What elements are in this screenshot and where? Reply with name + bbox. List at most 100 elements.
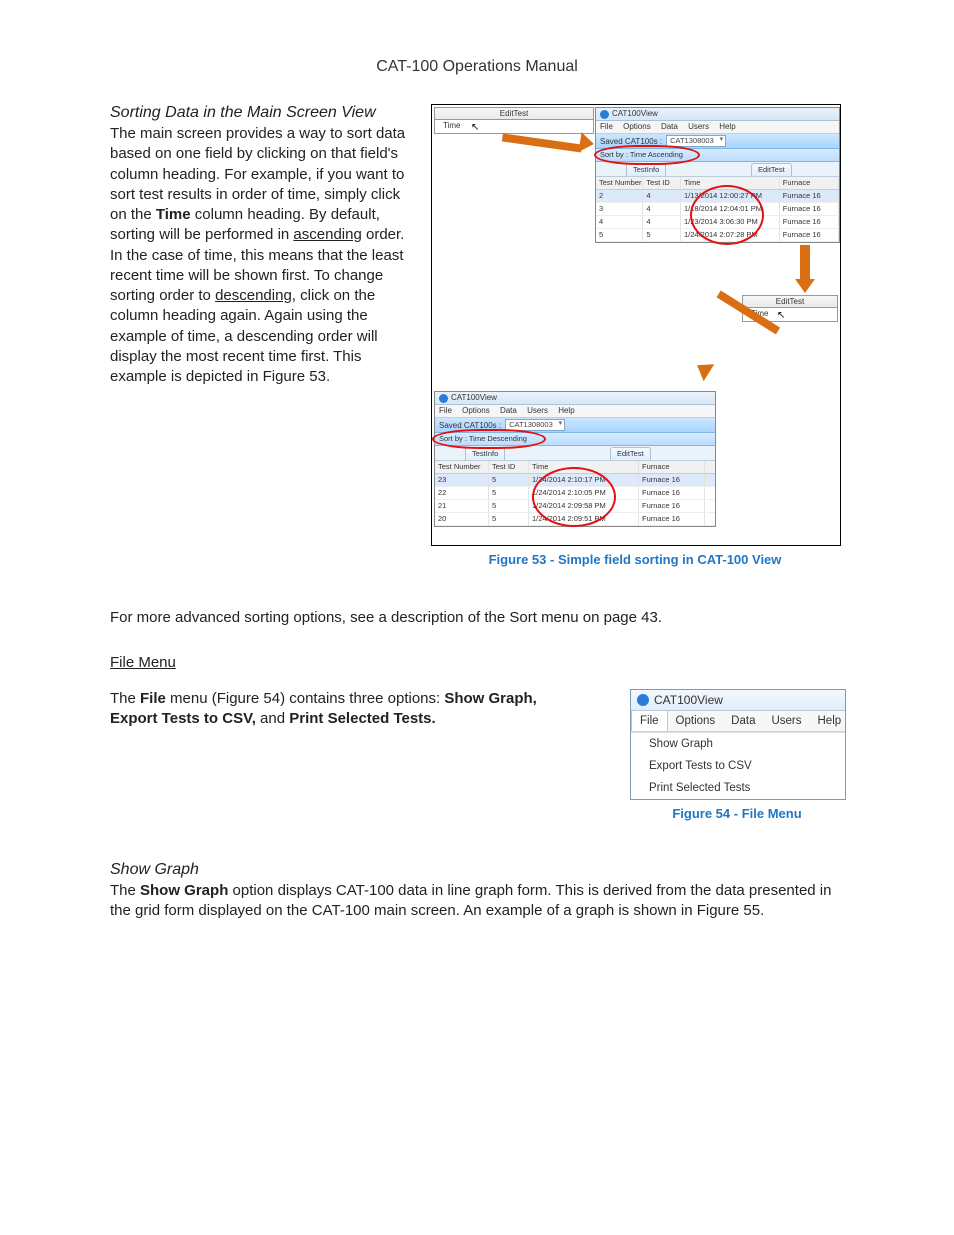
file-menu-heading: File Menu: [110, 654, 844, 671]
menu-users[interactable]: Users: [527, 406, 548, 415]
tab-testinfo[interactable]: TestInfo: [626, 163, 666, 176]
cell-time: 1/23/2014 3:06:30 PM: [681, 216, 780, 228]
mini-edittest-1: EditTest Time ↖: [434, 107, 594, 134]
menu-options[interactable]: Options: [623, 122, 651, 131]
tab-edittest[interactable]: EditTest: [751, 163, 792, 176]
figure-53-caption: Figure 53 - Simple field sorting in CAT-…: [431, 552, 839, 567]
catview-desc-grid-head: Test Number Test ID Time Furnace: [435, 461, 715, 474]
catview-window-asc: CAT100View File Options Data Users Help …: [595, 107, 840, 243]
sort-asc-text: Sort by : Time Ascending: [600, 150, 683, 159]
table-row[interactable]: 22 5 1/24/2014 2:10:05 PM Furnace 16: [435, 487, 715, 500]
cell-testid: 4: [643, 203, 681, 215]
catview-asc-saved-row: Saved CAT100s : CAT1308003: [596, 134, 839, 149]
fig54-titlebar: CAT100View: [631, 690, 845, 711]
menu-users[interactable]: Users: [688, 122, 709, 131]
mini-edittest-2: EditTest Time ↖: [742, 295, 838, 322]
sg-a: The: [110, 882, 140, 899]
fig54-menu-file[interactable]: File: [631, 710, 668, 731]
show-graph-paragraph: The Show Graph option displays CAT-100 d…: [110, 881, 844, 922]
cell-time: 1/24/2014 2:09:51 PM: [529, 513, 639, 525]
col-testid[interactable]: Test ID: [489, 461, 529, 473]
cell-time: 1/24/2014 2:09:58 PM: [529, 500, 639, 512]
cell-furnace: Furnace 16: [780, 203, 839, 215]
saved-label: Saved CAT100s :: [600, 137, 662, 146]
menu-data[interactable]: Data: [661, 122, 678, 131]
cell-furnace: Furnace 16: [639, 500, 705, 512]
fm-print-bold: Print Selected Tests.: [289, 710, 435, 727]
cell-furnace: Furnace 16: [780, 229, 839, 241]
cell-furnace: Furnace 16: [639, 487, 705, 499]
show-graph-heading: Show Graph: [110, 861, 844, 879]
mini-edittest-1-label: EditTest: [434, 107, 594, 120]
table-row[interactable]: 5 5 1/24/2014 2:07:28 PM Furnace 16: [596, 229, 839, 242]
fig54-menubar: File Options Data Users Help: [631, 711, 845, 732]
cell-furnace: Furnace 16: [780, 190, 839, 202]
cell-testnum: 3: [596, 203, 643, 215]
col-testid[interactable]: Test ID: [643, 177, 681, 189]
fig54-item-print-selected[interactable]: Print Selected Tests: [631, 777, 845, 799]
saved-dropdown[interactable]: CAT1308003: [666, 135, 726, 147]
cell-testid: 5: [489, 500, 529, 512]
cell-testid: 5: [489, 474, 529, 486]
col-furnace[interactable]: Furnace: [780, 177, 839, 189]
catview-desc-saved-row: Saved CAT100s : CAT1308003: [435, 418, 715, 433]
sg-show-bold: Show Graph: [140, 882, 228, 899]
fm-a: The: [110, 690, 140, 707]
table-row[interactable]: 3 4 1/18/2014 12:04:01 PM Furnace 16: [596, 203, 839, 216]
col-testnum[interactable]: Test Number: [596, 177, 643, 189]
app-icon: [600, 110, 609, 119]
col-testnum[interactable]: Test Number: [435, 461, 489, 473]
catview-desc-titlebar: CAT100View: [435, 392, 715, 405]
menu-options[interactable]: Options: [462, 406, 490, 415]
cell-testid: 5: [489, 487, 529, 499]
menu-help[interactable]: Help: [558, 406, 574, 415]
fm-c: and: [256, 710, 289, 727]
figure-54-caption: Figure 54 - File Menu: [630, 806, 844, 821]
table-row[interactable]: 2 4 1/13/2014 12:00:27 PM Furnace 16: [596, 190, 839, 203]
table-row[interactable]: 20 5 1/24/2014 2:09:51 PM Furnace 16: [435, 513, 715, 526]
catview-window-desc: CAT100View File Options Data Users Help …: [434, 391, 716, 527]
catview-desc-menubar: File Options Data Users Help: [435, 405, 715, 418]
cell-testnum: 22: [435, 487, 489, 499]
cell-testid: 4: [643, 190, 681, 202]
fig54-item-show-graph[interactable]: Show Graph: [631, 733, 845, 755]
mini-edittest-1-time: Time: [443, 120, 460, 130]
cell-testid: 4: [643, 216, 681, 228]
menu-data[interactable]: Data: [500, 406, 517, 415]
table-row[interactable]: 23 5 1/24/2014 2:10:17 PM Furnace 16: [435, 474, 715, 487]
cell-testnum: 21: [435, 500, 489, 512]
saved-label: Saved CAT100s :: [439, 421, 501, 430]
sorting-heading: Sorting Data in the Main Screen View: [110, 104, 413, 122]
fig54-menu-help[interactable]: Help: [810, 711, 850, 731]
col-time[interactable]: Time: [681, 177, 780, 189]
menu-help[interactable]: Help: [719, 122, 735, 131]
filemenu-paragraph: The File menu (Figure 54) contains three…: [110, 689, 540, 730]
catview-asc-tabbar: TestInfo EditTest: [596, 162, 839, 177]
fig54-item-export-csv[interactable]: Export Tests to CSV: [631, 755, 845, 777]
catview-desc-sort-row: Sort by : Time Descending: [435, 433, 715, 446]
cell-furnace: Furnace 16: [639, 513, 705, 525]
fig54-menu-options[interactable]: Options: [668, 711, 724, 731]
fig54-menu-users[interactable]: Users: [763, 711, 809, 731]
table-row[interactable]: 4 4 1/23/2014 3:06:30 PM Furnace 16: [596, 216, 839, 229]
tab-testinfo[interactable]: TestInfo: [465, 447, 505, 460]
annotation-arrow-1: [502, 135, 602, 165]
menu-file[interactable]: File: [439, 406, 452, 415]
fm-b: menu (Figure 54) contains three options:: [166, 690, 444, 707]
fig54-menu-data[interactable]: Data: [723, 711, 763, 731]
cell-testnum: 23: [435, 474, 489, 486]
cell-furnace: Furnace 16: [780, 216, 839, 228]
table-row[interactable]: 21 5 1/24/2014 2:09:58 PM Furnace 16: [435, 500, 715, 513]
col-furnace[interactable]: Furnace: [639, 461, 705, 473]
cell-time: 1/18/2014 12:04:01 PM: [681, 203, 780, 215]
menu-file[interactable]: File: [600, 122, 613, 131]
col-time[interactable]: Time: [529, 461, 639, 473]
saved-dropdown[interactable]: CAT1308003: [505, 419, 565, 431]
app-icon: [637, 694, 649, 706]
tab-edittest[interactable]: EditTest: [610, 447, 651, 460]
catview-asc-sort-row: Sort by : Time Ascending: [596, 149, 839, 162]
sorting-desc-underline: descending: [215, 287, 292, 304]
fig54-title-text: CAT100View: [654, 690, 723, 710]
cell-furnace: Furnace 16: [639, 474, 705, 486]
figure-53: EditTest Time ↖ CAT100View File Options: [431, 104, 841, 546]
